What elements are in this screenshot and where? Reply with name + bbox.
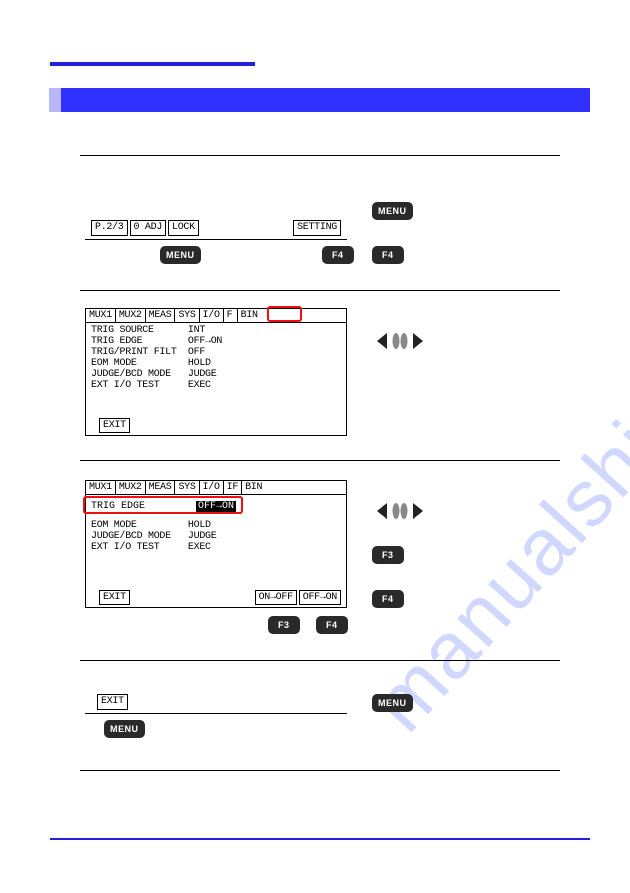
title-bar — [50, 88, 590, 112]
params-list-3: EOM MODE HOLD JUDGE/BCD MODE JUDGE EXT I… — [86, 514, 346, 555]
tab-row-3: MUX1 MUX2 MEAS SYS I/O IF BIN — [86, 481, 346, 495]
tab-io[interactable]: I/O — [200, 309, 224, 322]
highlight-io-tab — [267, 306, 302, 322]
softkey-exit[interactable]: EXIT — [99, 418, 130, 433]
softkey-0adj[interactable]: 0 ADJ — [130, 220, 167, 236]
tab-io[interactable]: I/O — [200, 481, 224, 494]
f4-key-right[interactable]: F4 — [372, 590, 404, 608]
menu-key-below[interactable]: MENU — [104, 720, 145, 738]
divider — [80, 290, 560, 291]
f4-key[interactable]: F4 — [322, 246, 354, 264]
divider — [80, 770, 560, 771]
tab-f[interactable]: F — [224, 309, 238, 322]
tab-bin[interactable]: BIN — [238, 309, 261, 322]
softkey-offon[interactable]: OFF→ON — [299, 590, 341, 605]
tab-sys[interactable]: SYS — [175, 309, 199, 322]
lcd-screen-2: MUX1 MUX2 MEAS SYS I/O F BIN TRIG SOURCE… — [85, 308, 347, 436]
watermark-text: manualshive.com — [354, 203, 630, 749]
tab-mux1[interactable]: MUX1 — [86, 481, 116, 494]
softkey-setting[interactable]: SETTING — [293, 220, 341, 236]
nav-arrows-icon[interactable] — [375, 495, 425, 527]
softkey-lock[interactable]: LOCK — [168, 220, 199, 236]
menu-key-right-4[interactable]: MENU — [372, 694, 413, 712]
highlight-trig-edge — [83, 496, 243, 514]
tab-meas[interactable]: MEAS — [146, 481, 176, 494]
softkey-onoff[interactable]: ON→OFF — [255, 590, 297, 605]
divider — [80, 660, 560, 661]
softkey-p23[interactable]: P.2/3 — [91, 220, 128, 236]
tab-if[interactable]: IF — [224, 481, 242, 494]
tab-bin[interactable]: BIN — [242, 481, 265, 494]
f3-key-below[interactable]: F3 — [268, 616, 300, 634]
tab-mux1[interactable]: MUX1 — [86, 309, 116, 322]
f4-key-right[interactable]: F4 — [372, 246, 404, 264]
nav-arrows-icon[interactable] — [375, 325, 425, 357]
menu-key-right[interactable]: MENU — [372, 202, 413, 220]
tab-meas[interactable]: MEAS — [146, 309, 176, 322]
softkey-exit[interactable]: EXIT — [97, 694, 128, 710]
softkey-exit[interactable]: EXIT — [99, 590, 130, 605]
f3-key-right[interactable]: F3 — [372, 546, 404, 564]
tab-mux2[interactable]: MUX2 — [116, 481, 146, 494]
footer-line — [50, 838, 590, 840]
lcd-softkey-bar-1: P.2/3 0 ADJ LOCK SETTING — [85, 218, 347, 240]
tab-row-2: MUX1 MUX2 MEAS SYS I/O F BIN — [86, 309, 346, 323]
tab-mux2[interactable]: MUX2 — [116, 309, 146, 322]
divider — [80, 155, 560, 156]
divider — [80, 460, 560, 461]
tab-sys[interactable]: SYS — [175, 481, 199, 494]
menu-key[interactable]: MENU — [160, 246, 201, 264]
params-list-2: TRIG SOURCE INT TRIG EDGE OFF→ON TRIG/PR… — [86, 323, 346, 393]
header-underline — [50, 62, 255, 65]
f4-key-below[interactable]: F4 — [316, 616, 348, 634]
lcd-softkey-bar-4: EXIT — [85, 692, 347, 714]
